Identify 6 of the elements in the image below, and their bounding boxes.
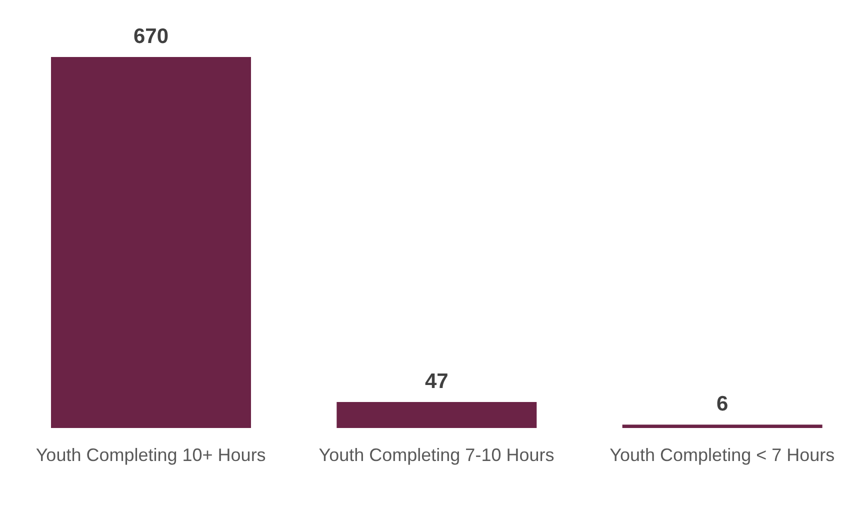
x-tick-label: Youth Completing 7-10 Hours xyxy=(318,444,556,467)
data-label: 47 xyxy=(424,370,448,393)
x-tick-label: Youth Completing < 7 Hours xyxy=(608,444,836,467)
data-label: 670 xyxy=(133,25,169,48)
data-label: 6 xyxy=(716,392,728,416)
x-tick-label: Youth Completing 10+ Hours xyxy=(34,444,267,467)
